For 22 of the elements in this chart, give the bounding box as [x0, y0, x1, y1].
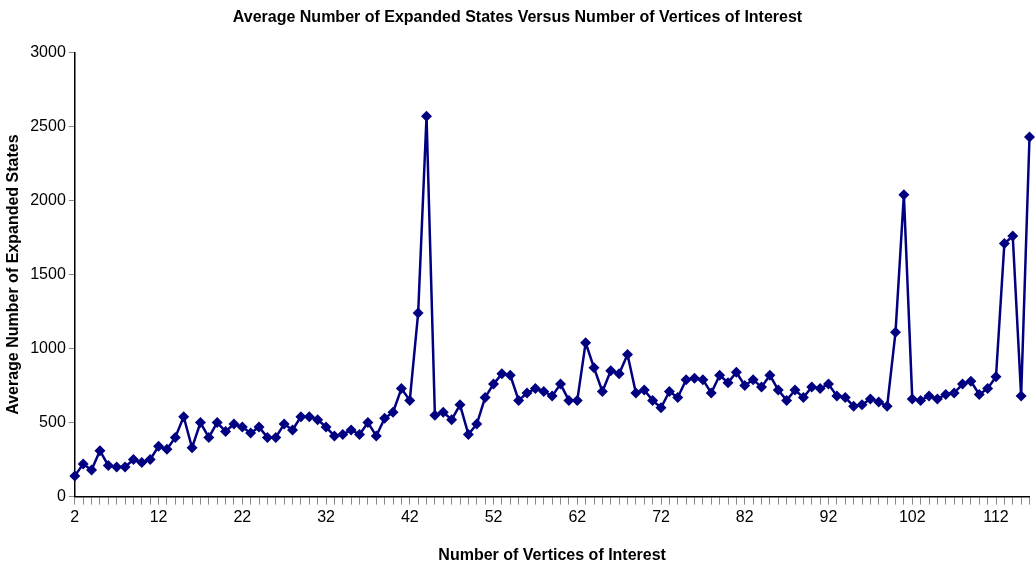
x-tick-label: 32 — [317, 507, 336, 525]
x-tick-label: 52 — [484, 507, 503, 525]
y-tick-label: 3000 — [30, 43, 66, 61]
y-axis-title: Average Number of Expanded States — [4, 134, 22, 415]
y-tick-label: 1000 — [30, 339, 66, 357]
x-tick-label: 102 — [898, 507, 926, 525]
x-tick-label: 82 — [735, 507, 754, 525]
y-tick-label: 500 — [39, 413, 66, 431]
x-tick-label: 92 — [819, 507, 838, 525]
y-tick-label: 2000 — [30, 191, 66, 209]
x-tick-label: 112 — [983, 507, 1009, 525]
x-tick-label: 2 — [70, 507, 80, 525]
y-tick-label: 0 — [56, 487, 66, 505]
y-tick-label: 2500 — [30, 117, 66, 135]
x-tick-label: 42 — [400, 507, 419, 525]
x-tick-label: 22 — [233, 507, 252, 525]
x-tick-label: 62 — [568, 507, 587, 525]
x-tick-label: 72 — [652, 507, 671, 525]
x-axis-title: Number of Vertices of Interest — [438, 545, 667, 563]
chart-title: Average Number of Expanded States Versus Number of Vertices of Interest — [231, 8, 804, 26]
y-tick-label: 1500 — [30, 265, 66, 283]
x-tick-label: 12 — [149, 507, 168, 525]
